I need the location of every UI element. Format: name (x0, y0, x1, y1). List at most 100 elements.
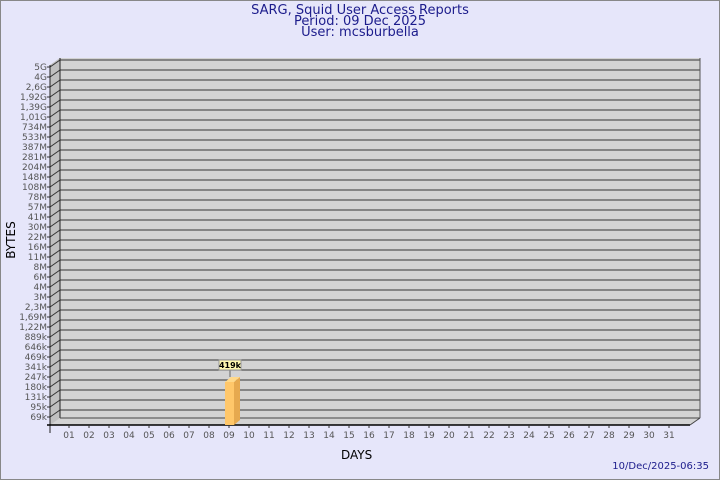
grid-slant (49, 359, 61, 368)
grid-slant (49, 369, 61, 378)
x-tick-label: 24 (523, 431, 535, 441)
grid-slant (49, 319, 61, 328)
y-tick-label: 1,39G (20, 103, 47, 113)
y-tick-label: 2,6G (26, 83, 47, 93)
grid-slant (49, 199, 61, 208)
y-tick-label: 2,3M (25, 303, 47, 313)
x-tick-label: 22 (483, 431, 494, 441)
x-tick-label: 07 (183, 431, 194, 441)
y-tick-label: 1,92G (20, 93, 47, 103)
grid-slant (49, 129, 61, 138)
y-tick-label: 69k (30, 413, 47, 423)
y-tick-label: 41M (28, 213, 47, 223)
grid-slant (49, 89, 61, 98)
x-axis-label: DAYS (341, 448, 373, 462)
grid-slant (49, 109, 61, 118)
y-tick-label: 5G (34, 63, 47, 73)
grid-slant (49, 219, 61, 228)
grid-slant (49, 279, 61, 288)
grid-slant (49, 69, 61, 78)
y-tick-label: 533M (22, 133, 47, 143)
x-tick-label: 31 (663, 431, 674, 441)
bar-label-box (218, 359, 242, 371)
bar-side (234, 377, 240, 425)
x-tick-label: 18 (403, 431, 415, 441)
y-tick-label: 57M (28, 203, 47, 213)
y-tick-label: 1,69M (19, 313, 47, 323)
y-tick-label: 11M (28, 253, 47, 263)
x-tick-label: 09 (223, 431, 235, 441)
y-tick-label: 281M (22, 153, 47, 163)
y-tick-label: 180k (25, 383, 48, 393)
grid-slant (49, 179, 61, 188)
x-tick-label: 15 (343, 431, 354, 441)
side-wall (50, 58, 60, 425)
grid-slant (49, 309, 61, 318)
grid-slant (49, 59, 61, 68)
y-tick-label: 387M (22, 143, 47, 153)
x-tick-label: 19 (423, 431, 435, 441)
grid-slant (49, 229, 61, 238)
grid-slant (49, 209, 61, 218)
x-tick-label: 08 (203, 431, 215, 441)
grid-slant (49, 329, 61, 338)
x-tick-label: 13 (303, 431, 314, 441)
y-tick-label: 16M (28, 243, 47, 253)
grid-slant (49, 119, 61, 128)
grid-slant (49, 259, 61, 268)
x-tick-label: 23 (503, 431, 514, 441)
y-tick-label: 78M (28, 193, 47, 203)
x-tick-label: 06 (163, 431, 175, 441)
y-tick-label: 131k (25, 393, 48, 403)
y-tick-label: 734M (22, 123, 47, 133)
grid-slant (49, 99, 61, 108)
grid-slant (49, 159, 61, 168)
grid-slant (49, 299, 61, 308)
x-tick-label: 27 (583, 431, 594, 441)
grid-slant (49, 399, 61, 408)
y-tick-label: 8M (34, 263, 48, 273)
y-tick-label: 148M (22, 173, 47, 183)
x-tick-label: 14 (323, 431, 335, 441)
chart-user: User: mcsburbella (301, 25, 419, 40)
x-tick-label: 26 (563, 431, 575, 441)
x-tick-label: 30 (643, 431, 655, 441)
chart-title: SARG, Squid User Access Reports (251, 3, 469, 18)
x-tick-label: 02 (83, 431, 94, 441)
grid-slant (49, 149, 61, 158)
grid-slant (49, 379, 61, 388)
y-tick-label: 22M (28, 233, 47, 243)
grid-slant (49, 169, 61, 178)
grid-slant (49, 249, 61, 258)
x-tick-label: 10 (243, 431, 255, 441)
grid-slant (49, 409, 61, 418)
x-tick-label: 25 (543, 431, 554, 441)
y-tick-label: 4G (34, 73, 47, 83)
y-tick-label: 469k (25, 353, 48, 363)
grid-slant (49, 239, 61, 248)
grid-slant (49, 339, 61, 348)
x-tick-label: 17 (383, 431, 394, 441)
grid-slant (49, 289, 61, 298)
y-tick-label: 247k (25, 373, 48, 383)
chart-period: Period: 09 Dec 2025 (293, 14, 427, 29)
y-tick-label: 204M (22, 163, 47, 173)
y-tick-label: 1,22M (19, 323, 47, 333)
x-tick-label: 11 (263, 431, 274, 441)
x-tick-label: 05 (143, 431, 154, 441)
y-tick-label: 341k (25, 363, 48, 373)
x-tick-label: 01 (63, 431, 74, 441)
y-tick-label: 6M (34, 273, 48, 283)
x-tick-label: 12 (283, 431, 294, 441)
x-tick-label: 16 (363, 431, 375, 441)
y-tick-label: 95k (30, 403, 47, 413)
bar-top (225, 377, 240, 382)
x-tick-label: 04 (123, 431, 135, 441)
bar-value-label: 419k (219, 361, 242, 370)
grid-slant (49, 79, 61, 88)
x-tick-label: 03 (103, 431, 114, 441)
floor-right (689, 417, 701, 426)
y-tick-label: 108M (22, 183, 47, 193)
x-tick-label: 20 (443, 431, 455, 441)
